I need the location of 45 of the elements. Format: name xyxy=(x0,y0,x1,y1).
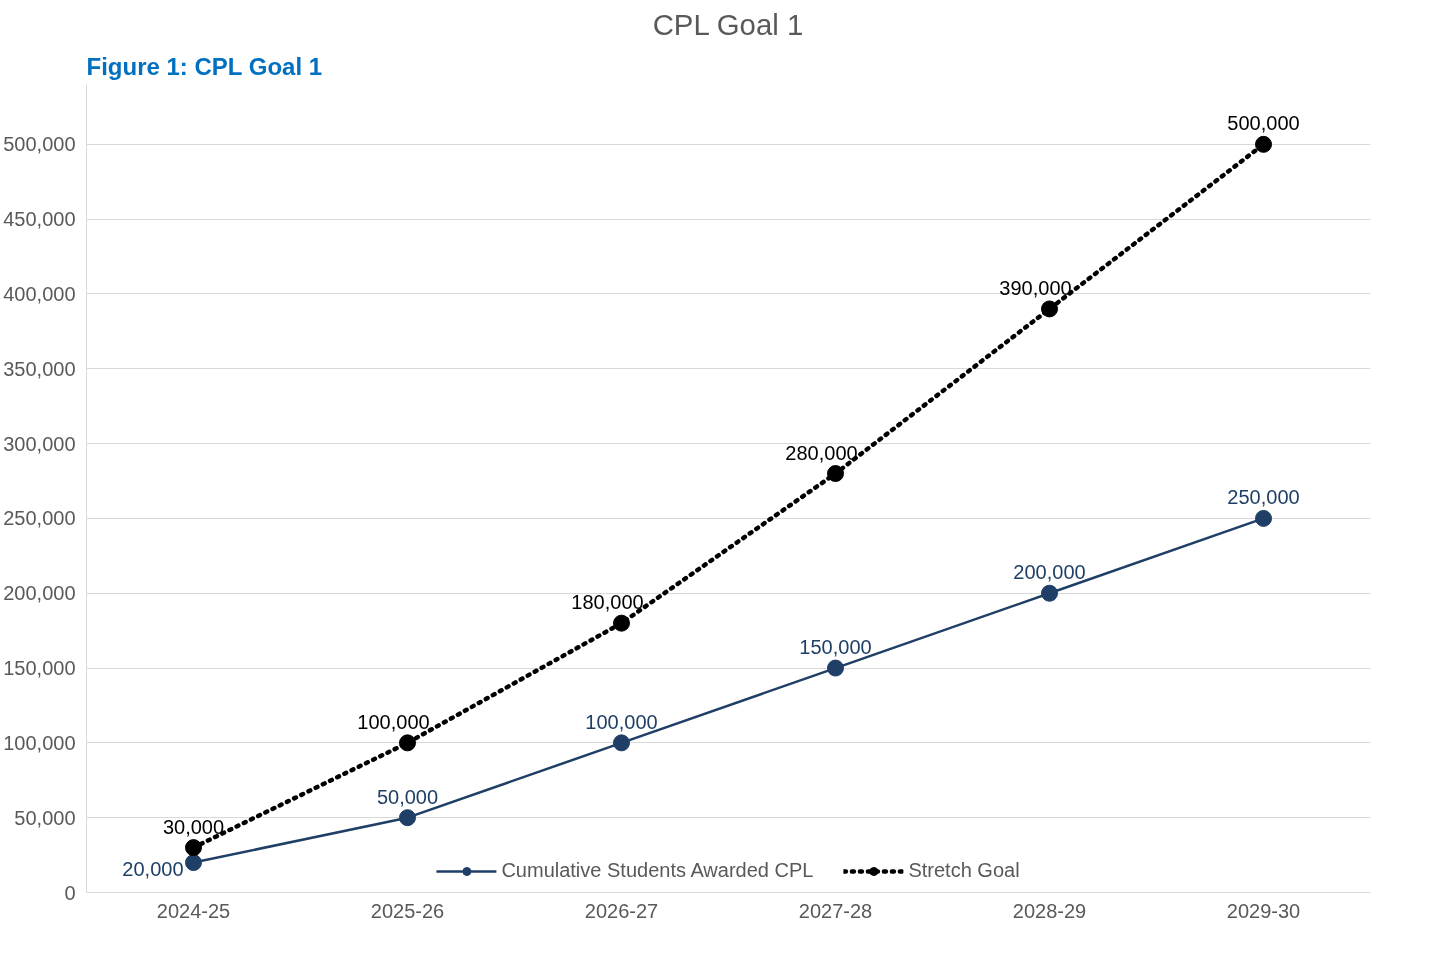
legend-label: Cumulative Students Awarded CPL xyxy=(501,859,814,882)
point xyxy=(185,839,202,857)
data-label: 30,000 xyxy=(162,815,225,838)
data-label: 180,000 xyxy=(571,591,644,614)
y-tick-label: 350,000 xyxy=(3,357,76,380)
point xyxy=(1041,300,1058,318)
y-tick-label: 300,000 xyxy=(3,432,76,455)
point xyxy=(1255,509,1272,527)
data-label: 100,000 xyxy=(357,710,430,733)
data-label: 200,000 xyxy=(1013,561,1086,584)
point xyxy=(613,614,630,632)
point xyxy=(399,734,416,752)
data-label: 100,000 xyxy=(585,710,658,733)
x-tick-label: 2029-30 xyxy=(1226,899,1301,922)
x-tick-label: 2024-25 xyxy=(156,899,231,922)
caption: Figure 1: CPL Goal 1 xyxy=(86,52,323,80)
point xyxy=(1041,584,1058,602)
y-tick-label: 100,000 xyxy=(3,731,76,754)
x-tick-label: 2027-28 xyxy=(798,899,873,922)
point xyxy=(827,659,844,677)
data-label: 150,000 xyxy=(799,636,872,659)
x-tick-label: 2026-27 xyxy=(584,899,659,922)
chart-title: CPL Goal 1 xyxy=(652,7,804,41)
y-tick-label: 150,000 xyxy=(3,657,76,680)
data-label: 280,000 xyxy=(785,441,858,464)
y-tick-label: 250,000 xyxy=(3,507,76,530)
point xyxy=(1255,135,1272,153)
point xyxy=(613,734,630,752)
data-label: 390,000 xyxy=(999,276,1072,299)
point xyxy=(185,854,202,872)
y-tick-label: 450,000 xyxy=(3,208,76,231)
data-label: 50,000 xyxy=(376,785,439,808)
legend-label: Stretch Goal xyxy=(908,859,1020,882)
point xyxy=(399,809,416,827)
y-tick-label: 500,000 xyxy=(3,133,76,156)
data-label: 20,000 xyxy=(122,857,184,880)
data-label: 250,000 xyxy=(1227,486,1300,509)
x-tick-label: 2025-26 xyxy=(370,899,445,922)
y-tick-label: 200,000 xyxy=(3,582,76,605)
y-tick-label: 400,000 xyxy=(3,282,76,305)
point xyxy=(827,465,844,483)
x-tick-label: 2028-29 xyxy=(1012,899,1087,922)
y-tick-label: 0 xyxy=(64,881,76,904)
data-label: 500,000 xyxy=(1227,112,1300,135)
y-tick-label: 50,000 xyxy=(14,806,76,829)
